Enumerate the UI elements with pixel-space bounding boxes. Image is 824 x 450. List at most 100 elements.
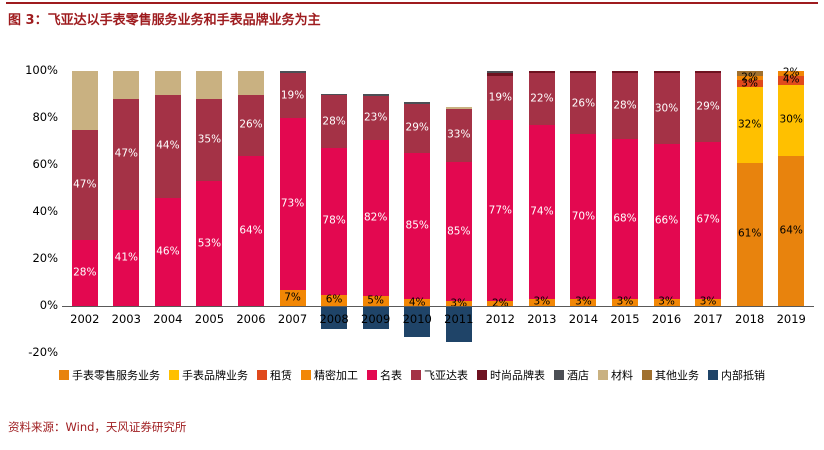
bar-segment-飞亚达表: 30% [653, 73, 680, 144]
bar-segment-名表: 53% [196, 181, 223, 306]
data-label: 3% [533, 295, 551, 308]
data-label: 82% [363, 211, 388, 224]
data-label: 4% [782, 73, 800, 86]
bar-segment-飞亚达表: 33% [445, 108, 472, 163]
legend-label: 手表品牌业务 [182, 369, 248, 382]
data-label: 61% [737, 227, 762, 240]
bar-segment-飞亚达表: 35% [196, 99, 223, 182]
bar-segment-精密加工: 3% [695, 295, 722, 308]
data-label: 3% [741, 77, 758, 90]
data-label: 4% [408, 296, 426, 309]
data-label: 70% [571, 210, 596, 223]
data-label: 44% [156, 139, 180, 152]
legend-label: 租赁 [270, 369, 292, 382]
data-label: 3% [575, 295, 592, 308]
plot-area: 28% 47% 2002 41% 47% 2003 46% 44% 2004 53% 35% 2005… [62, 66, 814, 353]
bar-segment-飞亚达表: 26% [570, 73, 597, 135]
data-label: 2% [782, 66, 800, 79]
data-label: 28% [73, 266, 97, 279]
bar-segment-材料 [445, 106, 472, 109]
bar-segment-精密加工: 2% [487, 298, 514, 309]
data-label: 3% [699, 295, 717, 308]
bar-segment-精密加工: 3% [611, 295, 638, 308]
bar-segment-名表: 73% [279, 118, 306, 290]
legend-swatch-icon [477, 370, 487, 380]
x-axis-year-label: 2019 [776, 312, 806, 326]
bar-column-2006: 64% 26% 2006 [230, 71, 272, 353]
data-label: 26% [571, 97, 596, 110]
bar-column-2003: 41% 47% 2003 [106, 71, 148, 353]
data-label: 7% [284, 291, 301, 304]
bar-segment-精密加工: 3% [570, 295, 597, 308]
data-label: 30% [779, 113, 803, 126]
x-axis-year-label: 2014 [568, 312, 599, 326]
data-label: 64% [779, 224, 803, 237]
data-label: 68% [613, 212, 637, 225]
x-axis-year-label: 2018 [735, 312, 765, 326]
bar-segment-时尚品牌表 [611, 71, 638, 74]
bar-column-2017: 3% 67% 29% 2017 [687, 71, 729, 353]
bar-segment-飞亚达表: 19% [279, 73, 306, 118]
legend-label: 时尚品牌表 [490, 369, 545, 382]
x-axis-year-label: 2010 [402, 312, 432, 326]
bar-segment-材料 [196, 71, 223, 100]
x-axis-year-label: 2015 [610, 312, 640, 326]
bar-segment-名表: 28% [71, 240, 98, 306]
bar-segment-名表: 66% [653, 143, 680, 299]
data-label: 29% [696, 100, 720, 113]
bar-column-2004: 46% 44% 2004 [147, 71, 189, 353]
bar-segment-内部抵销 [404, 306, 431, 337]
bar-column-2014: 3% 70% 26% 2014 [563, 71, 605, 353]
bar-segment-飞亚达表: 44% [154, 94, 181, 198]
legend-label: 名表 [380, 369, 402, 382]
bar-segment-名表: 74% [528, 125, 555, 299]
bar-segment-手表零售服务业务: 61% [736, 162, 763, 306]
data-label: 3% [616, 295, 634, 308]
bar-column-2018: 61% 32% 3% 2% 2018 [729, 71, 771, 353]
x-axis-year-label: 2009 [361, 312, 391, 326]
data-label: 85% [447, 225, 471, 238]
bar-segment-精密加工: 4% [404, 296, 431, 309]
data-label: 30% [654, 102, 679, 115]
legend-label: 其他业务 [655, 369, 699, 382]
legend-item: 酒店 [554, 367, 589, 383]
bar-column-2011: 3% 85% 33% 2011 [438, 71, 480, 353]
legend-swatch-icon [367, 370, 377, 380]
bar-segment-时尚品牌表 [528, 71, 555, 74]
bar-column-2005: 53% 35% 2005 [189, 71, 231, 353]
bar-segment-时尚品牌表 [487, 73, 514, 76]
bar-segment-酒店 [487, 71, 514, 74]
bar-segment-手表品牌业务: 30% [778, 85, 805, 156]
bar-column-2012: 2% 77% 19% 2012 [480, 71, 522, 353]
legend-item: 飞亚达表 [411, 367, 468, 383]
bar-column-2015: 3% 68% 28% 2015 [604, 71, 646, 353]
data-label: 73% [280, 197, 305, 210]
bar-column-2009: 5% 82% 23% 2009 [355, 71, 397, 353]
bar-segment-飞亚达表: 23% [362, 95, 389, 140]
bar-segment-酒店 [321, 93, 348, 96]
bar-segment-精密加工: 6% [321, 294, 348, 306]
top-divider [6, 2, 818, 4]
bar-segment-名表: 41% [113, 209, 140, 306]
legend-swatch-icon [554, 370, 564, 380]
data-label: 3% [450, 297, 468, 310]
bar-segment-租赁: 4% [778, 73, 805, 86]
data-label: 33% [447, 128, 471, 141]
x-axis-year-label: 2006 [236, 312, 266, 326]
bar-segment-名表: 78% [321, 148, 348, 295]
bar-segment-精密加工: 2% [736, 72, 763, 83]
legend-item: 手表零售服务业务 [59, 367, 160, 383]
bar-segment-飞亚达表: 22% [528, 73, 555, 126]
legend-label: 材料 [611, 369, 633, 382]
bar-segment-飞亚达表: 26% [237, 94, 264, 156]
data-label: 53% [197, 237, 222, 250]
legend-label: 飞亚达表 [424, 369, 468, 382]
bar-segment-名表: 85% [404, 153, 431, 300]
legend-swatch-icon [169, 370, 179, 380]
bar-segment-飞亚达表: 28% [611, 73, 638, 140]
bar-segment-飞亚达表: 29% [695, 73, 722, 142]
bar-segment-材料 [71, 71, 98, 130]
bar-segment-酒店 [279, 71, 306, 74]
data-label: 67% [696, 213, 720, 226]
legend-item: 精密加工 [301, 367, 358, 383]
